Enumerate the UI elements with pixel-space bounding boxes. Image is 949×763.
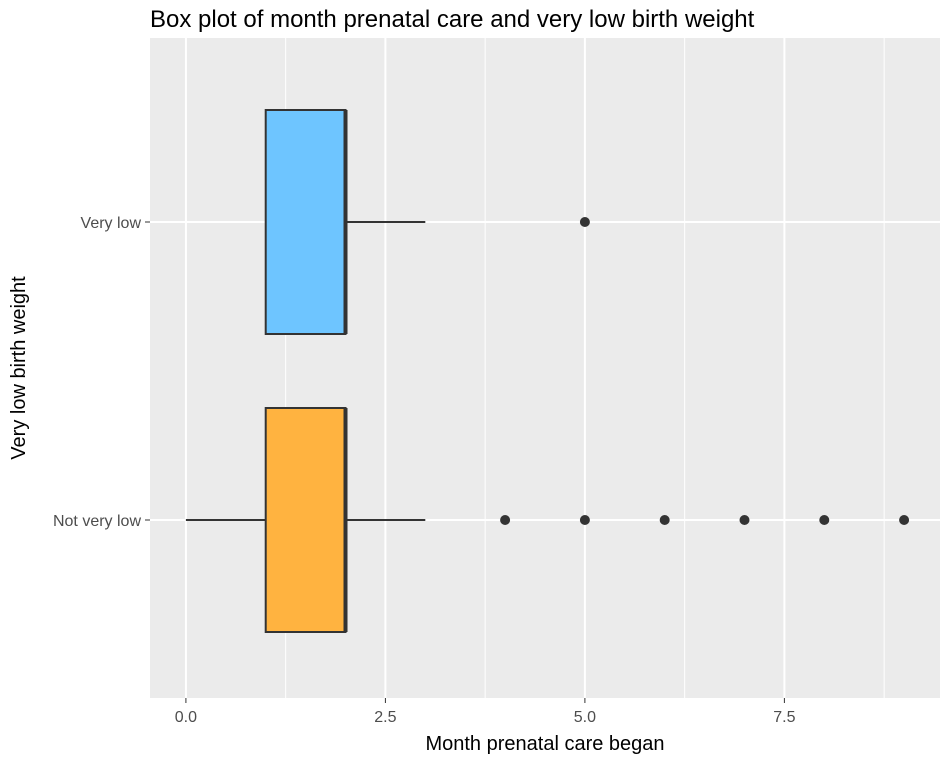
y-tick-label: Very low — [81, 215, 142, 232]
chart-title: Box plot of month prenatal care and very… — [150, 6, 755, 33]
box-layer — [185, 109, 910, 633]
outlier-point — [659, 515, 670, 525]
box-body — [264, 109, 347, 335]
x-tick-label: 2.5 — [374, 709, 396, 726]
outlier-point — [500, 515, 511, 525]
box-not-very-low — [185, 407, 910, 633]
y-tick-label: Not very low — [53, 513, 141, 530]
outlier-point — [899, 515, 910, 525]
x-tick-label: 0.0 — [175, 709, 197, 726]
x-axis-title: Month prenatal care began — [425, 733, 664, 755]
outlier-point — [739, 515, 750, 525]
outlier-point — [819, 515, 830, 525]
outlier-point — [579, 515, 590, 525]
x-axis: 0.0 2.5 5.0 7.5 — [175, 698, 796, 726]
x-tick-label: 7.5 — [773, 709, 795, 726]
y-axis: Very low Not very low — [53, 215, 150, 530]
y-axis-title: Very low birth weight — [8, 276, 30, 460]
box-very-low — [264, 109, 590, 335]
x-tick-label: 5.0 — [574, 709, 596, 726]
outlier-point — [579, 217, 590, 227]
box-body — [264, 407, 347, 633]
